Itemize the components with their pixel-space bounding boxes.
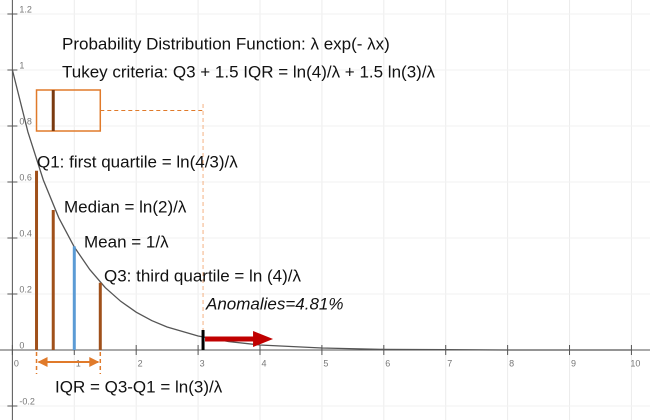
x-tick-label: 7	[447, 358, 452, 368]
pdf-curve	[11, 69, 632, 351]
iqr-arrow-right	[89, 357, 100, 367]
y-tick-label: 0	[19, 340, 24, 350]
x-tick-label: 5	[323, 358, 328, 368]
y-tick-label: -0.2	[19, 396, 35, 406]
x-tick-label: 0	[14, 358, 19, 368]
box	[35, 89, 102, 132]
y-tick-label: 0.4	[19, 228, 32, 238]
x-tick-label: 4	[261, 358, 266, 368]
x-tick-label: 3	[200, 358, 205, 368]
y-tick-label: 1	[19, 60, 24, 70]
y-tick-label: 0.6	[19, 172, 32, 182]
annotation-median: Median = ln(2)/λ	[64, 197, 187, 216]
x-tick-label: 9	[571, 358, 576, 368]
annotation-title: Probability Distribution Function: λ exp…	[62, 34, 390, 53]
x-tick-label: 10	[630, 358, 640, 368]
annotation-mean: Mean = 1/λ	[84, 232, 169, 251]
annotation-iqr: IQR = Q3-Q1 = ln(3)/λ	[55, 377, 223, 396]
arrow-head	[253, 331, 274, 347]
x-tick-label: 8	[509, 358, 514, 368]
annotation-q3: Q3: third quartile = ln (4)/λ	[104, 266, 302, 285]
iqr-arrow-left	[37, 357, 48, 367]
annotation-q1: Q1: first quartile = ln(4/3)/λ	[37, 152, 238, 171]
annotation-anomalies: Anomalies=4.81%	[205, 294, 344, 313]
y-tick-label: 1.2	[19, 4, 32, 14]
x-tick-label: 6	[385, 358, 390, 368]
x-tick-label: 2	[138, 358, 143, 368]
y-tick-label: 0.2	[19, 284, 32, 294]
x-tick-label: 1	[76, 358, 81, 368]
annotation-tukey: Tukey criteria: Q3 + 1.5 IQR = ln(4)/λ +…	[62, 62, 436, 81]
